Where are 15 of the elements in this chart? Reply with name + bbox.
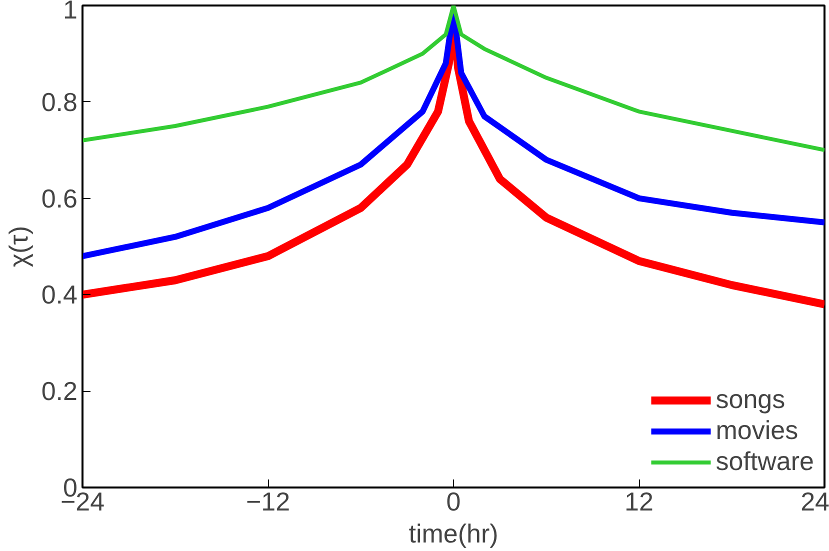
x-tick-label: 12 <box>624 486 654 516</box>
legend-label: software <box>716 446 814 477</box>
y-tick-label: 0.6 <box>41 183 78 214</box>
x-axis-title: time(hr) <box>408 518 498 548</box>
x-tick-label: −12 <box>246 486 290 516</box>
y-axis-title: χ(τ) <box>3 226 34 268</box>
legend-label: songs <box>716 384 786 415</box>
y-tick-label: 0.2 <box>41 376 78 406</box>
x-tick-label: 0 <box>446 486 461 516</box>
y-tick-label: 0.8 <box>41 86 78 117</box>
y-tick-label: 0.4 <box>41 280 78 310</box>
x-tick-label: 24 <box>800 486 829 516</box>
legend-label: movies <box>716 415 798 446</box>
y-tick-label: 1 <box>63 0 78 24</box>
line-series <box>82 6 824 152</box>
